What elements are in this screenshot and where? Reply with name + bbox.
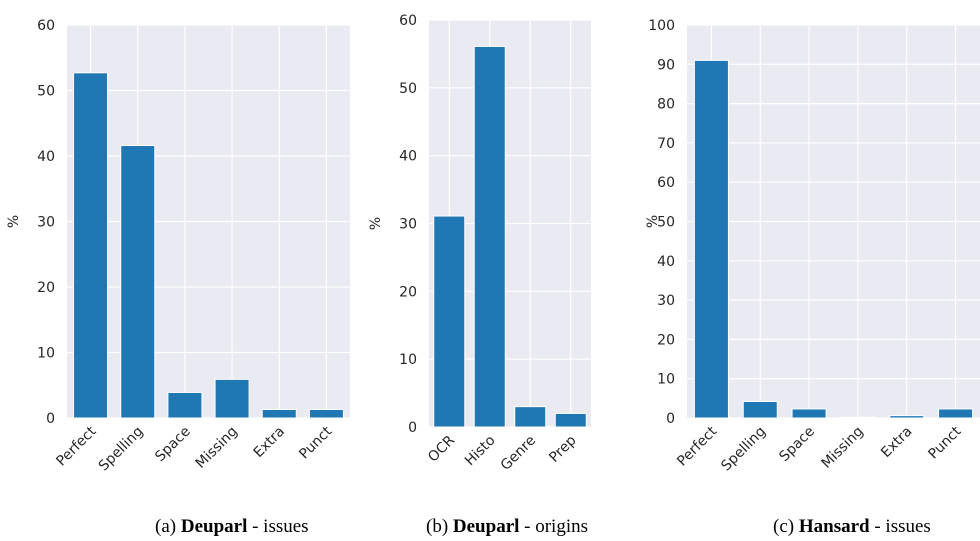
bar-prep (554, 412, 587, 428)
x-tick-label: Spelling (96, 424, 147, 475)
y-tick-label: 0 (408, 420, 417, 436)
y-tick-label: 90 (657, 57, 675, 73)
bar-space (791, 408, 827, 419)
x-tick-label: Perfect (53, 423, 99, 469)
caption-dataset: Deuparl (181, 516, 248, 537)
bar-punct (308, 408, 344, 419)
y-tick-label: 70 (657, 136, 675, 152)
y-tick-label: 50 (37, 84, 55, 100)
x-tick-label: Punct (925, 423, 964, 462)
y-tick-label: 0 (666, 411, 675, 427)
x-tick-label: Missing (193, 424, 241, 472)
bar-missing (214, 378, 250, 419)
bar-missing (840, 416, 876, 419)
figure-caption: (a) Deuparl - issues (155, 516, 309, 537)
y-tick-label: 60 (399, 13, 417, 29)
y-tick-label: 60 (657, 175, 675, 191)
y-tick-label: 20 (37, 280, 55, 296)
caption-prefix: (a) (155, 516, 181, 537)
x-tick-label: Genre (498, 433, 539, 474)
y-tick-label: 30 (37, 215, 55, 231)
bar-spelling (120, 145, 156, 419)
y-tick-label: 40 (399, 149, 417, 165)
x-tick-label: Spelling (718, 424, 769, 475)
bar-extra (261, 408, 297, 419)
bar-histo (473, 45, 506, 428)
figure-caption: (c) Hansard - issues (773, 516, 931, 537)
y-tick-label: 40 (657, 254, 675, 270)
bar-perfect (693, 59, 729, 419)
y-tick-label: 30 (657, 293, 675, 309)
bar-genre (514, 406, 547, 428)
bar-extra (889, 415, 925, 419)
y-tick-label: 10 (37, 346, 55, 362)
x-tick-label: Prep (546, 432, 579, 465)
x-tick-label: Perfect (674, 423, 720, 469)
bar-punct (938, 408, 974, 419)
figure-caption: (b) Deuparl - origins (426, 516, 588, 537)
x-tick-label: OCR (425, 432, 458, 465)
caption-suffix: - issues (247, 516, 308, 537)
bar-spelling (742, 400, 778, 419)
y-tick-label: 50 (399, 81, 417, 97)
caption-dataset: Deuparl (453, 516, 520, 537)
y-tick-label: 10 (399, 352, 417, 368)
y-tick-label: 30 (399, 217, 417, 233)
bar-perfect (73, 72, 109, 419)
x-tick-label: Space (152, 424, 193, 465)
y-axis-label: % (368, 217, 384, 230)
x-tick-label: Missing (819, 424, 867, 472)
caption-suffix: - issues (870, 516, 931, 537)
caption-prefix: (b) (426, 516, 453, 537)
y-tick-label: 80 (657, 97, 675, 113)
y-tick-label: 50 (657, 215, 675, 231)
caption-prefix: (c) (773, 516, 799, 537)
y-tick-label: 0 (46, 411, 55, 427)
caption-dataset: Hansard (799, 516, 870, 537)
y-axis-label: % (645, 215, 661, 228)
bar-space (167, 391, 203, 419)
x-tick-label: Space (776, 424, 817, 465)
y-tick-label: 100 (648, 18, 675, 34)
caption-suffix: - origins (519, 516, 588, 537)
y-tick-label: 10 (657, 372, 675, 388)
y-tick-label: 20 (399, 284, 417, 300)
x-tick-label: Extra (878, 424, 915, 461)
y-tick-label: 40 (37, 149, 55, 165)
x-tick-label: Punct (296, 423, 335, 462)
y-axis-label: % (6, 215, 22, 228)
y-tick-label: 60 (37, 18, 55, 34)
x-tick-label: Extra (251, 424, 288, 461)
chart-panel-1: 0 10 20 30 40 50 60 OCR Histo Genre Prep% (b) Deupa… (368, 13, 591, 537)
y-tick-label: 20 (657, 332, 675, 348)
bar-ocr (433, 215, 466, 428)
x-tick-label: Histo (462, 433, 499, 470)
